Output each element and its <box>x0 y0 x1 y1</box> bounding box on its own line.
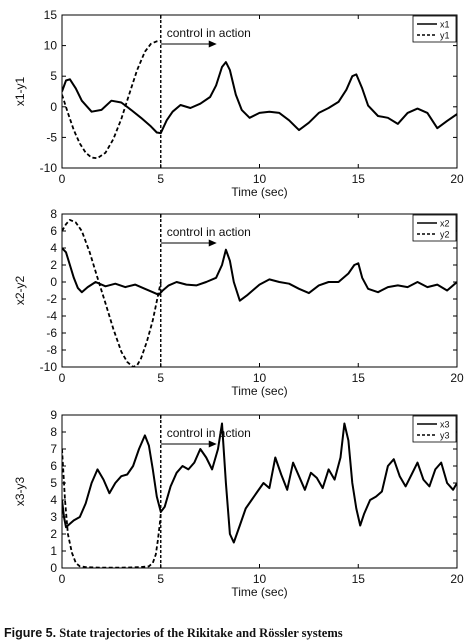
y-axis-label: x2-y2 <box>13 276 27 306</box>
plot-frame <box>61 213 458 368</box>
y-tick-label: 0 <box>50 100 57 114</box>
x-tick-label: 15 <box>352 172 366 186</box>
annotation-arrow-head <box>208 40 217 48</box>
x-tick-label: 15 <box>352 572 366 586</box>
x-tick-label: 0 <box>59 572 66 586</box>
x-tick-label: 20 <box>450 572 464 586</box>
y-tick-label: 9 <box>50 408 57 422</box>
x-tick-label: 15 <box>352 371 366 385</box>
caption-label: Figure 5. <box>4 626 57 640</box>
x-axis-label: Time (sec) <box>231 384 287 398</box>
series-line-x1 <box>62 61 457 135</box>
legend-box <box>412 214 457 242</box>
y-tick-label: 4 <box>50 493 57 507</box>
chart-panel-2: 0 5 10 15 20 -10 -8 -6 -4 -2 0 2 4 6 8 Time (sec) x2-y2 c… <box>13 207 464 398</box>
y-tick-label: 8 <box>50 425 57 439</box>
plot-frame <box>61 414 458 569</box>
y-tick-label: 5 <box>50 69 57 83</box>
legend-label-x3: x3 <box>440 420 450 430</box>
x-axis-label: Time (sec) <box>231 585 287 599</box>
y-tick-label: 0 <box>50 561 57 575</box>
x-tick-label: 10 <box>253 371 267 385</box>
y-tick-label: 2 <box>50 258 57 272</box>
legend-label-y1: y1 <box>440 31 450 41</box>
legend-label-x2: x2 <box>440 219 450 229</box>
y-tick-label: 10 <box>44 39 58 53</box>
annotation-text: control in action <box>167 426 251 440</box>
y-tick-label: 2 <box>50 527 57 541</box>
y-tick-label: 8 <box>50 207 57 221</box>
figure-caption: Figure 5. State trajectories of the Riki… <box>4 625 474 641</box>
caption-text: State trajectories of the Rikitake and R… <box>59 626 343 640</box>
y-tick-label: -5 <box>46 130 57 144</box>
annotation-arrow-head <box>208 440 217 448</box>
x-tick-label: 0 <box>59 371 66 385</box>
x-tick-label: 5 <box>157 572 164 586</box>
annotation-arrow-head <box>208 239 217 247</box>
x-tick-label: 5 <box>157 172 164 186</box>
legend-label-y2: y2 <box>440 230 450 240</box>
y-tick-label: 15 <box>44 8 58 22</box>
x-tick-label: 20 <box>450 172 464 186</box>
y-tick-label: 6 <box>50 459 57 473</box>
series-line-x2 <box>62 247 457 302</box>
y-tick-label: 6 <box>50 224 57 238</box>
plot-frame <box>61 14 458 169</box>
x-axis-label: Time (sec) <box>231 185 287 199</box>
x-tick-label: 10 <box>253 172 267 186</box>
y-axis-label: x1-y1 <box>13 77 27 107</box>
series-line-y2 <box>62 218 162 367</box>
legend-box <box>412 15 457 43</box>
y-tick-label: 5 <box>50 476 57 490</box>
series-line-y3 <box>62 448 162 568</box>
y-tick-label: -4 <box>46 309 57 323</box>
annotation-text: control in action <box>167 225 251 239</box>
legend-label-x1: x1 <box>440 20 450 30</box>
x-tick-label: 0 <box>59 172 66 186</box>
x-tick-label: 20 <box>450 371 464 385</box>
y-axis-label: x3-y3 <box>13 477 27 507</box>
legend-box <box>412 415 457 443</box>
y-tick-label: -8 <box>46 343 57 357</box>
y-tick-label: -2 <box>46 292 57 306</box>
series-line-x3 <box>62 422 457 544</box>
x-tick-label: 5 <box>157 371 164 385</box>
y-tick-label: 3 <box>50 510 57 524</box>
y-tick-label: -10 <box>40 360 58 374</box>
series-line-y1 <box>62 39 161 160</box>
chart-panel-1: 0 5 10 15 20 -10 -5 0 5 10 15 Time (sec) x1-y1 contro… <box>13 8 464 199</box>
annotation-text: control in action <box>167 26 251 40</box>
y-tick-label: 0 <box>50 275 57 289</box>
y-tick-label: -6 <box>46 326 57 340</box>
y-tick-label: 4 <box>50 241 57 255</box>
x-tick-label: 10 <box>253 572 267 586</box>
legend-label-y3: y3 <box>440 431 450 441</box>
y-tick-label: 1 <box>50 544 57 558</box>
y-tick-label: 7 <box>50 442 57 456</box>
y-tick-label: -10 <box>40 161 58 175</box>
